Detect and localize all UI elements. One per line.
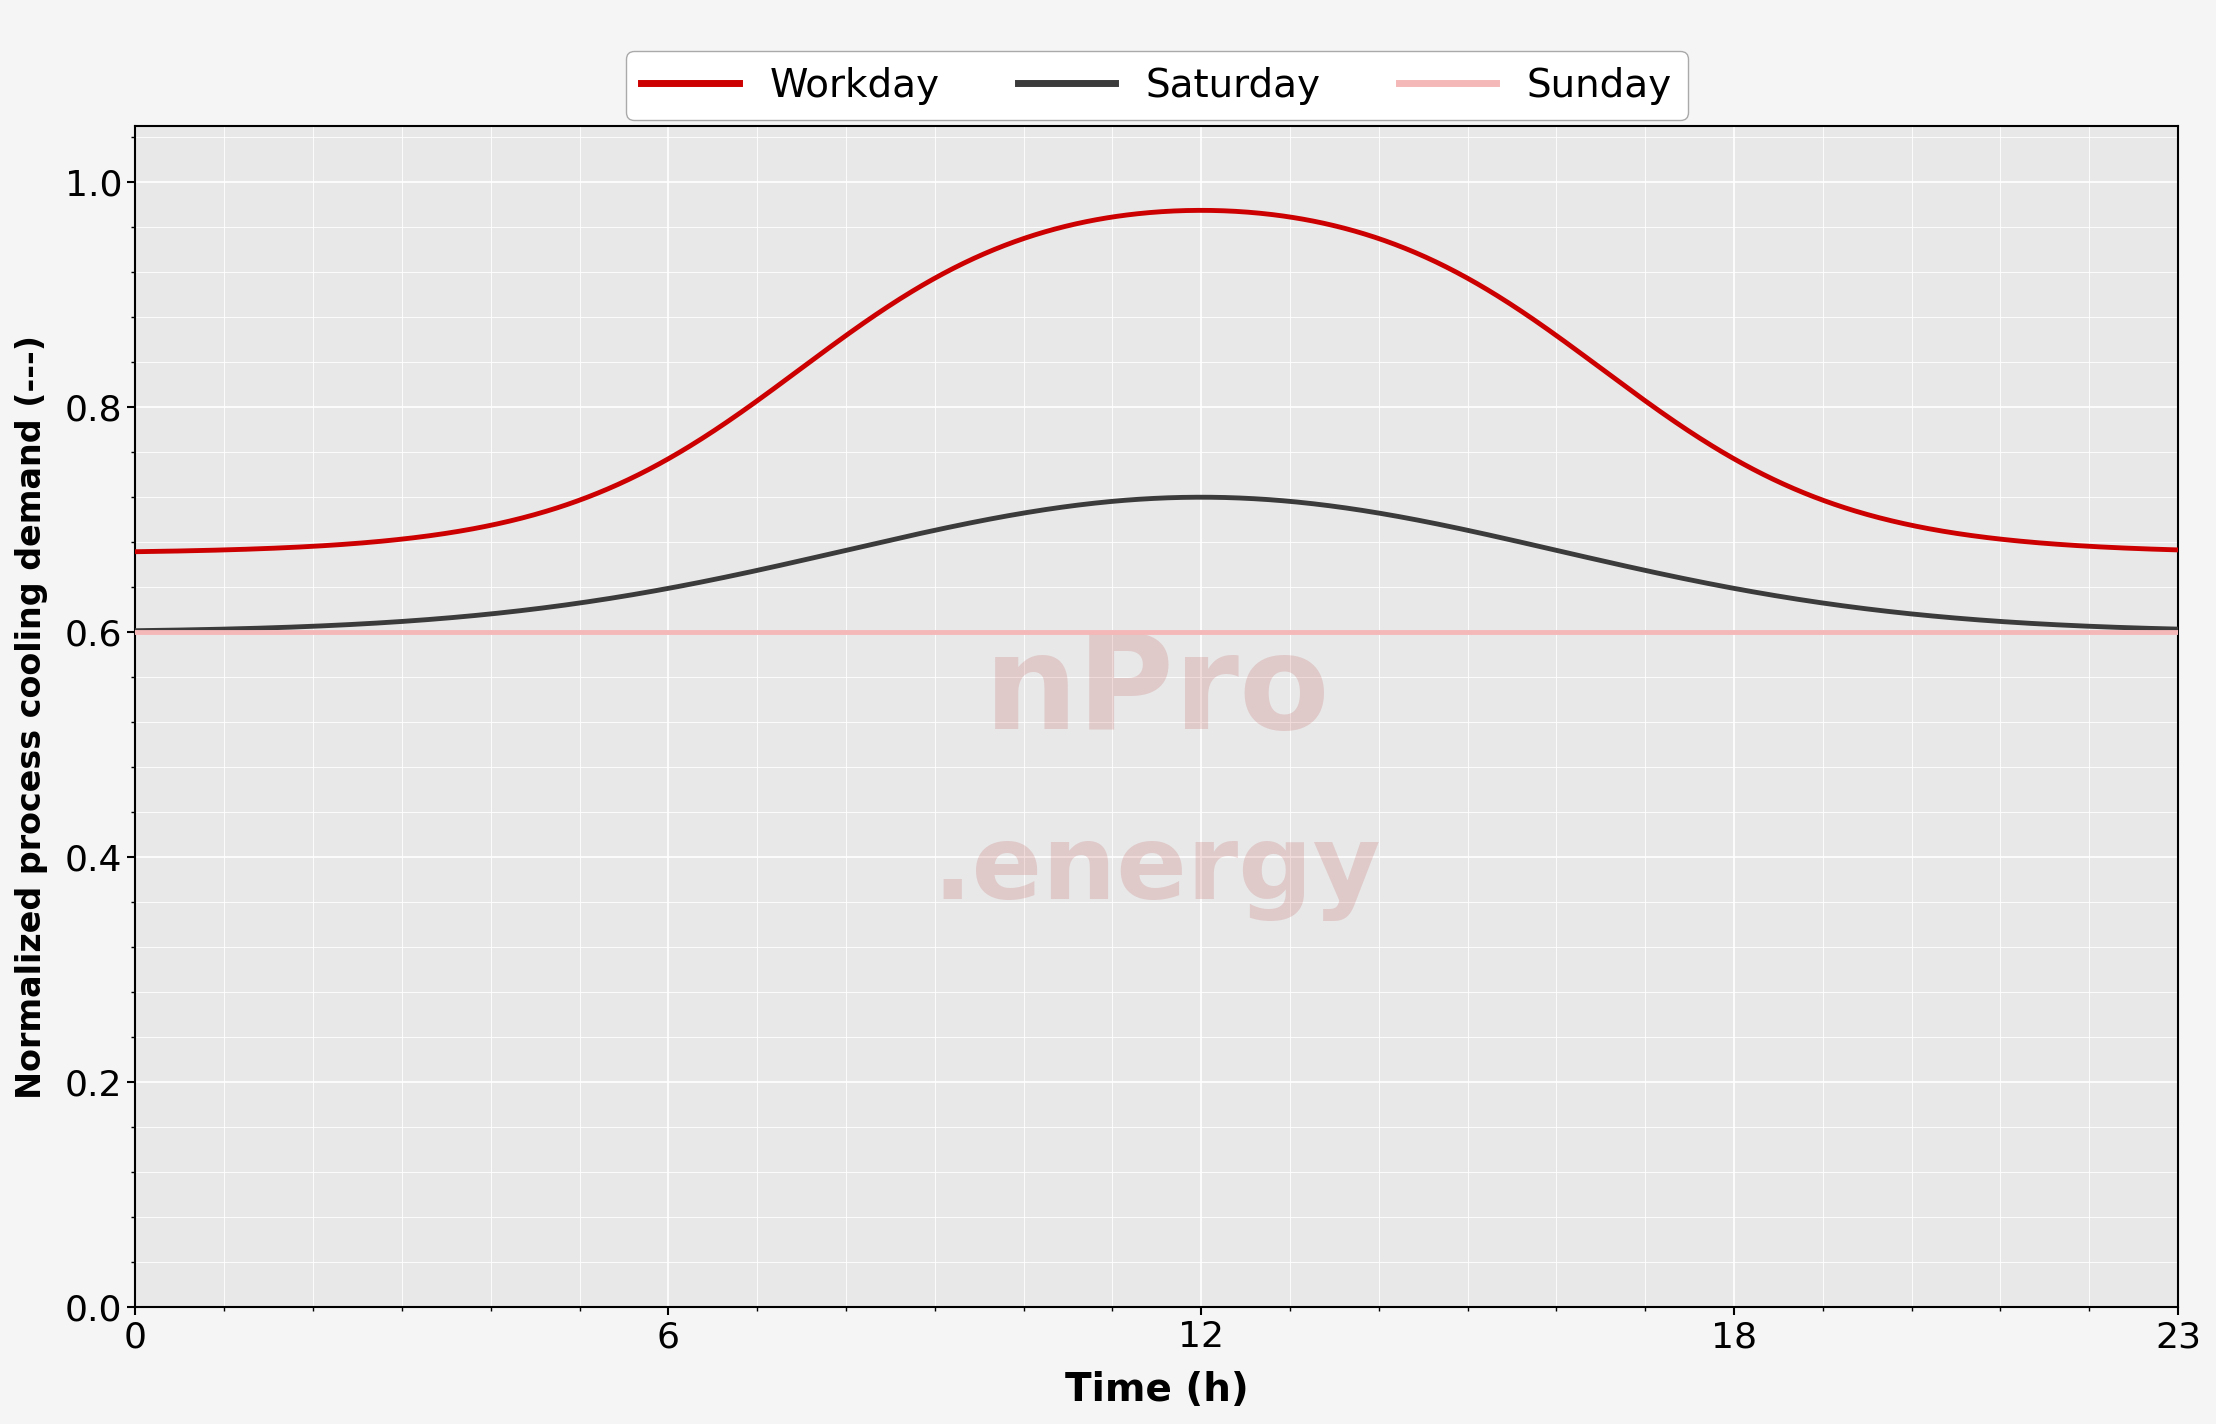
Y-axis label: Normalized process cooling demand (---): Normalized process cooling demand (---) [16,335,49,1098]
Text: .energy: .energy [933,820,1381,920]
Legend: Workday, Saturday, Sunday: Workday, Saturday, Sunday [625,51,1689,120]
Text: nPro: nPro [984,629,1330,756]
X-axis label: Time (h): Time (h) [1066,1371,1248,1408]
